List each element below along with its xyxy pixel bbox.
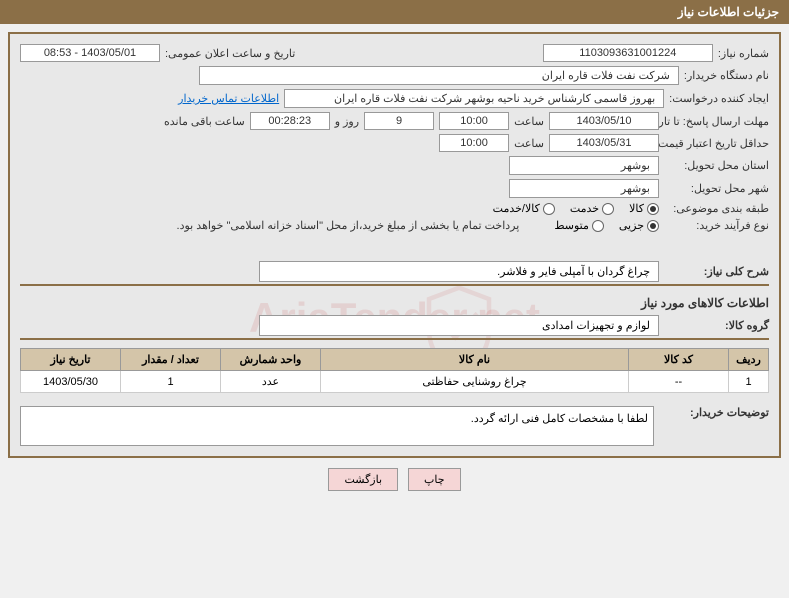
radio-goods-service[interactable]: کالا/خدمت [493, 202, 555, 215]
announce-datetime-label: تاریخ و ساعت اعلان عمومی: [165, 47, 295, 60]
time-label-2: ساعت [514, 137, 544, 150]
row-general-desc: شرح کلی نیاز: چراغ گردان با آمپلی فایر و… [20, 261, 769, 286]
response-time-value: 10:00 [439, 112, 509, 130]
th-qty: تعداد / مقدار [121, 349, 221, 371]
td-name: چراغ روشنایی حفاظتی [321, 371, 629, 393]
buyer-contact-link[interactable]: اطلاعات تماس خریدار [178, 92, 279, 105]
response-date-value: 1403/05/10 [549, 112, 659, 130]
goods-info-title: اطلاعات کالاهای مورد نیاز [20, 296, 769, 310]
row-price-validity: حداقل تاریخ اعتبار قیمت: تا تاریخ: 1403/… [20, 134, 769, 152]
requester-label: ایجاد کننده درخواست: [669, 92, 769, 105]
page-header: جزئیات اطلاعات نیاز [0, 0, 789, 24]
print-button[interactable]: چاپ [408, 468, 461, 491]
time-label-1: ساعت [514, 115, 544, 128]
radio-service[interactable]: خدمت [570, 202, 614, 215]
radio-goods-label: کالا [629, 202, 644, 215]
td-unit: عدد [221, 371, 321, 393]
process-radio-group: جزیی متوسط [554, 219, 659, 232]
days-count-value: 9 [364, 112, 434, 130]
delivery-province-label: استان محل تحویل: [664, 159, 769, 172]
response-deadline-label: مهلت ارسال پاسخ: تا تاریخ: [664, 115, 769, 128]
need-number-value: 1103093631001224 [543, 44, 713, 62]
goods-table: ردیف کد کالا نام کالا واحد شمارش تعداد /… [20, 348, 769, 393]
payment-note: پرداخت تمام یا بخشی از مبلغ خرید،از محل … [177, 219, 520, 232]
th-name: نام کالا [321, 349, 629, 371]
price-validity-time-value: 10:00 [439, 134, 509, 152]
buyer-notes-label: توضیحات خریدار: [664, 401, 769, 419]
th-date: تاریخ نیاز [21, 349, 121, 371]
row-process-type: نوع فرآیند خرید: جزیی متوسط پرداخت تمام … [20, 219, 769, 232]
buyer-notes-value: لطفا با مشخصات کامل فنی ارائه گردد. [20, 406, 654, 446]
category-radio-group: کالا خدمت کالا/خدمت [493, 202, 659, 215]
radio-medium-label: متوسط [554, 219, 589, 232]
row-need-number: شماره نیاز: 1103093631001224 تاریخ و ساع… [20, 44, 769, 62]
radio-goods-service-circle [543, 203, 555, 215]
radio-medium[interactable]: متوسط [554, 219, 604, 232]
th-row: ردیف [729, 349, 769, 371]
th-unit: واحد شمارش [221, 349, 321, 371]
price-validity-label: حداقل تاریخ اعتبار قیمت: تا تاریخ: [664, 137, 769, 150]
radio-medium-circle [592, 220, 604, 232]
radio-partial-label: جزیی [619, 219, 644, 232]
row-buyer-org: نام دستگاه خریدار: شرکت نفت فلات قاره ای… [20, 66, 769, 85]
row-goods-group: گروه کالا: لوازم و تجهیزات امدادی [20, 315, 769, 340]
process-type-label: نوع فرآیند خرید: [664, 219, 769, 232]
radio-service-label: خدمت [570, 202, 599, 215]
requester-value: بهروز قاسمی کارشناس خرید ناحیه بوشهر شرک… [284, 89, 664, 108]
remaining-label: ساعت باقی مانده [164, 115, 245, 128]
row-delivery-province: استان محل تحویل: بوشهر [20, 156, 769, 175]
delivery-province-value: بوشهر [509, 156, 659, 175]
row-delivery-city: شهر محل تحویل: بوشهر [20, 179, 769, 198]
announce-datetime-value: 1403/05/01 - 08:53 [20, 44, 160, 62]
delivery-city-label: شهر محل تحویل: [664, 182, 769, 195]
price-validity-date-value: 1403/05/31 [549, 134, 659, 152]
td-qty: 1 [121, 371, 221, 393]
main-form-container: AriaTender.net شماره نیاز: 1103093631001… [8, 32, 781, 458]
table-row: 1 -- چراغ روشنایی حفاظتی عدد 1 1403/05/3… [21, 371, 769, 393]
row-buyer-notes: توضیحات خریدار: لطفا با مشخصات کامل فنی … [20, 401, 769, 446]
general-desc-value: چراغ گردان با آمپلی فایر و فلاشر. [259, 261, 659, 282]
radio-partial-circle [647, 220, 659, 232]
delivery-city-value: بوشهر [509, 179, 659, 198]
radio-service-circle [602, 203, 614, 215]
td-row: 1 [729, 371, 769, 393]
row-requester: ایجاد کننده درخواست: بهروز قاسمی کارشناس… [20, 89, 769, 108]
radio-goods[interactable]: کالا [629, 202, 659, 215]
buyer-org-label: نام دستگاه خریدار: [684, 69, 769, 82]
radio-goods-circle [647, 203, 659, 215]
button-row: چاپ بازگشت [0, 468, 789, 491]
td-date: 1403/05/30 [21, 371, 121, 393]
general-desc-label: شرح کلی نیاز: [664, 265, 769, 278]
buyer-org-value: شرکت نفت فلات قاره ایران [199, 66, 679, 85]
table-header-row: ردیف کد کالا نام کالا واحد شمارش تعداد /… [21, 349, 769, 371]
row-response-deadline: مهلت ارسال پاسخ: تا تاریخ: 1403/05/10 سا… [20, 112, 769, 130]
th-code: کد کالا [629, 349, 729, 371]
back-button[interactable]: بازگشت [328, 468, 398, 491]
td-code: -- [629, 371, 729, 393]
countdown-value: 00:28:23 [250, 112, 330, 130]
need-number-label: شماره نیاز: [718, 47, 769, 60]
radio-partial[interactable]: جزیی [619, 219, 659, 232]
goods-group-value: لوازم و تجهیزات امدادی [259, 315, 659, 336]
page-title: جزئیات اطلاعات نیاز [678, 5, 779, 19]
goods-group-label: گروه کالا: [664, 319, 769, 332]
radio-goods-service-label: کالا/خدمت [493, 202, 540, 215]
row-category: طبقه بندی موضوعی: کالا خدمت کالا/خدمت [20, 202, 769, 215]
category-label: طبقه بندی موضوعی: [664, 202, 769, 215]
days-and-label: روز و [335, 115, 359, 128]
